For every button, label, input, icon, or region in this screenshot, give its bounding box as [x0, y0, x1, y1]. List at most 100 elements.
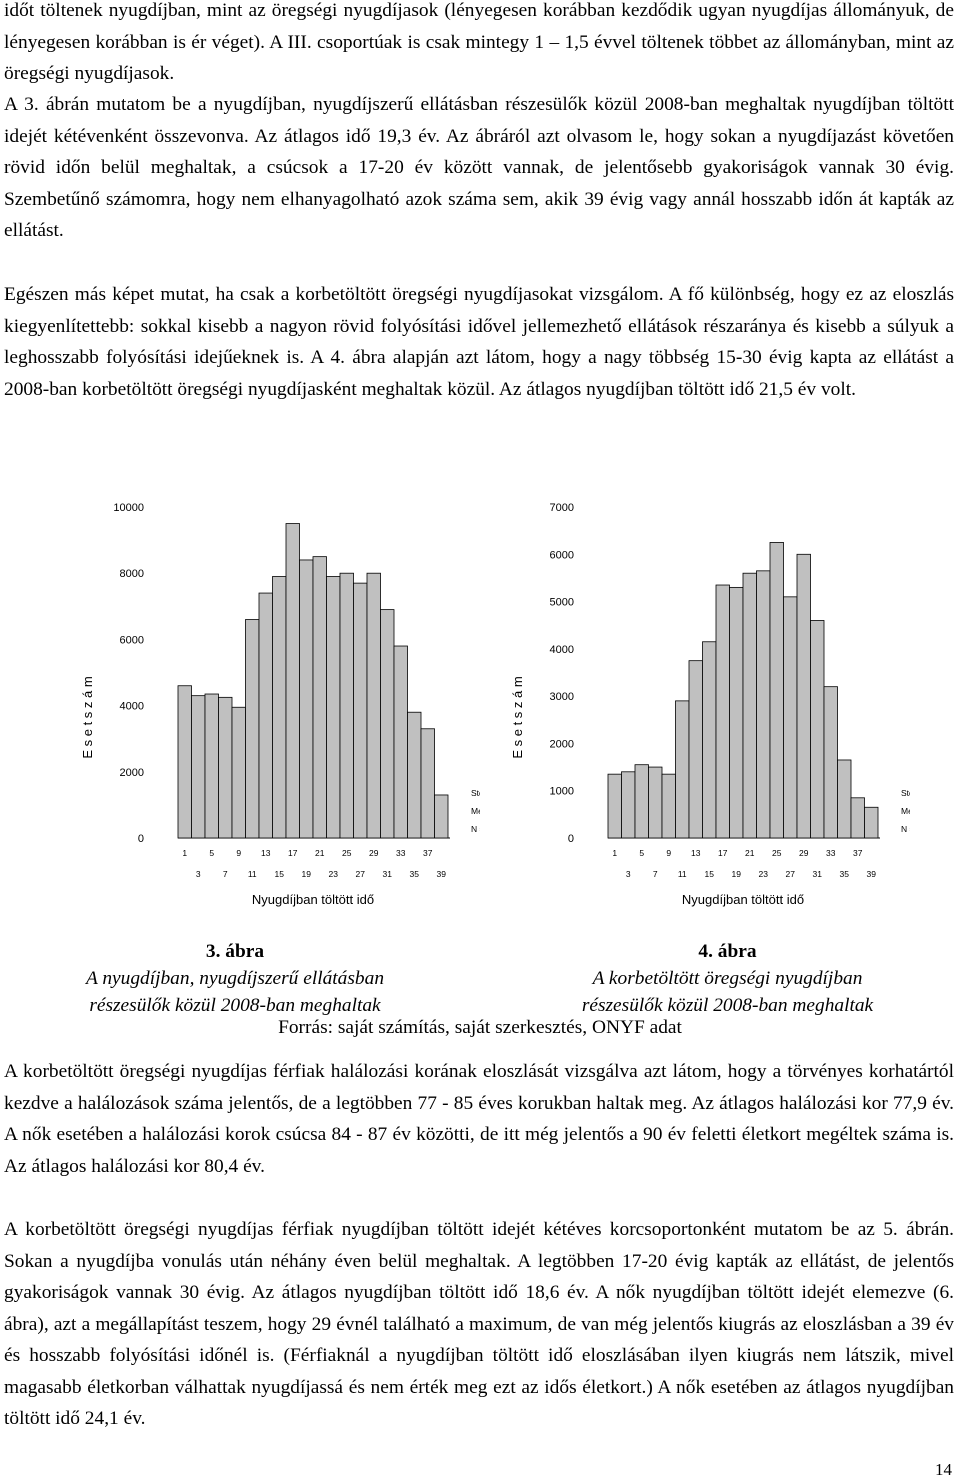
- histogram-bar: [688, 660, 703, 839]
- x-tick-label: 23: [329, 869, 339, 879]
- x-tick-label: 31: [813, 869, 823, 879]
- x-tick-label: 15: [705, 869, 715, 879]
- histogram-bar: [380, 609, 395, 839]
- histogram-bar: [258, 592, 273, 839]
- x-tick-label: 3: [196, 869, 201, 879]
- histogram-bar: [729, 586, 744, 839]
- x-tick-label: 11: [678, 869, 687, 879]
- x-tick-label: 27: [786, 869, 796, 879]
- stats-label: Std. Dev = 8,05: [901, 788, 910, 798]
- x-tick-label: 21: [745, 848, 755, 858]
- histogram-bar: [204, 693, 219, 839]
- x-tick-label: 29: [799, 848, 809, 858]
- histogram-bar: [177, 685, 192, 839]
- y-tick-label: 4000: [120, 701, 144, 713]
- histogram-bar: [661, 773, 676, 839]
- x-axis-title: Nyugdíjban töltött idő: [252, 892, 374, 907]
- figure-4-title-line1: A korbetöltött öregségi nyugdíjban: [592, 968, 863, 989]
- histogram-bar: [420, 728, 435, 839]
- x-tick-label: 37: [423, 848, 433, 858]
- histogram-bar: [339, 572, 354, 839]
- histogram-bar: [796, 553, 811, 839]
- histogram-bar: [621, 771, 636, 839]
- stats-label: Mean = 19: [471, 806, 480, 816]
- x-tick-label: 21: [315, 848, 325, 858]
- x-tick-label: 19: [732, 869, 742, 879]
- histogram-bar: [607, 773, 622, 839]
- x-tick-label: 27: [356, 869, 366, 879]
- histogram-bar: [648, 766, 663, 839]
- x-tick-label: 5: [209, 848, 214, 858]
- x-tick-label: 33: [826, 848, 836, 858]
- x-tick-label: 25: [772, 848, 782, 858]
- y-tick-label: 7000: [550, 502, 574, 514]
- histogram-bar: [715, 584, 730, 839]
- histogram-bar: [326, 576, 341, 839]
- x-tick-label: 37: [853, 848, 863, 858]
- x-tick-label: 9: [236, 848, 241, 858]
- x-tick-label: 1: [182, 848, 187, 858]
- y-tick-label: 4000: [550, 644, 574, 656]
- figure-3-number: 3. ábra: [205, 941, 265, 962]
- x-tick-label: 19: [302, 869, 312, 879]
- histogram-bar: [810, 620, 825, 839]
- x-tick-label: 13: [691, 848, 701, 858]
- y-tick-label: 8000: [120, 568, 144, 580]
- figure-4-caption: 4. ábra A korbetöltött öregségi nyugdíjb…: [505, 938, 950, 1019]
- histogram-bar: [742, 572, 757, 839]
- stats-label: Mean = 21: [901, 806, 910, 816]
- x-tick-label: 35: [840, 869, 850, 879]
- x-tick-label: 9: [666, 848, 671, 858]
- histogram-bar: [823, 686, 838, 839]
- histogram-bar: [702, 641, 717, 839]
- histogram-bar: [850, 797, 865, 839]
- x-tick-label: 7: [653, 869, 658, 879]
- histogram-bar: [272, 576, 287, 839]
- histogram-bar: [407, 711, 422, 839]
- histogram-bar: [245, 619, 260, 839]
- figure-3-caption: 3. ábra A nyugdíjban, nyugdíjszerű ellát…: [0, 938, 470, 1019]
- x-tick-label: 15: [275, 869, 285, 879]
- x-tick-label: 39: [867, 869, 877, 879]
- x-tick-label: 29: [369, 848, 379, 858]
- x-tick-label: 23: [759, 869, 769, 879]
- x-tick-label: 17: [288, 848, 298, 858]
- y-tick-label: 2000: [550, 738, 574, 750]
- paragraph: Egészen más képet mutat, ha csak a korbe…: [4, 284, 954, 400]
- y-tick-label: 6000: [120, 634, 144, 646]
- x-tick-label: 11: [248, 869, 257, 879]
- x-axis-title: Nyugdíjban töltött idő: [682, 892, 804, 907]
- y-tick-label: 5000: [550, 597, 574, 609]
- stats-label: N = 117755,00: [471, 824, 480, 834]
- stats-label: N = 65223,00: [901, 824, 910, 834]
- histogram-bar: [285, 523, 300, 839]
- figure-3-title-line1: A nyugdíjban, nyugdíjszerű ellátásban: [85, 968, 385, 989]
- x-tick-label: 31: [383, 869, 393, 879]
- histogram-bar: [634, 764, 649, 839]
- x-tick-label: 1: [612, 848, 617, 858]
- figure-4-number: 4. ábra: [698, 941, 757, 962]
- figure-4-title-line2: részesülők közül 2008-ban meghaltak: [581, 995, 874, 1016]
- histogram-bar: [675, 700, 690, 839]
- paragraph: A korbetöltött öregségi nyugdíjas férfia…: [4, 1219, 954, 1429]
- x-tick-label: 5: [639, 848, 644, 858]
- stats-label: Std. Dev = 10,06: [471, 788, 480, 798]
- histogram-bar: [231, 706, 246, 839]
- page-number: 14: [935, 1460, 952, 1479]
- histogram-bar: [769, 542, 784, 839]
- x-tick-label: 35: [410, 869, 420, 879]
- x-tick-label: 17: [718, 848, 728, 858]
- source-note: Forrás: saját számítás, saját szerkeszté…: [278, 1017, 682, 1038]
- x-tick-label: 13: [261, 848, 271, 858]
- paragraph: A korbetöltött öregségi nyugdíjas férfia…: [4, 1061, 954, 1177]
- y-axis-title: E s e t s z á m: [80, 676, 95, 758]
- histogram-bar: [366, 572, 381, 839]
- y-tick-label: 0: [568, 833, 574, 845]
- histogram-bar: [756, 570, 771, 839]
- y-tick-label: 6000: [550, 549, 574, 561]
- histogram-bar: [353, 582, 368, 839]
- histogram-bar: [312, 556, 327, 839]
- histogram-bar: [864, 806, 879, 839]
- histogram-bar: [783, 596, 798, 839]
